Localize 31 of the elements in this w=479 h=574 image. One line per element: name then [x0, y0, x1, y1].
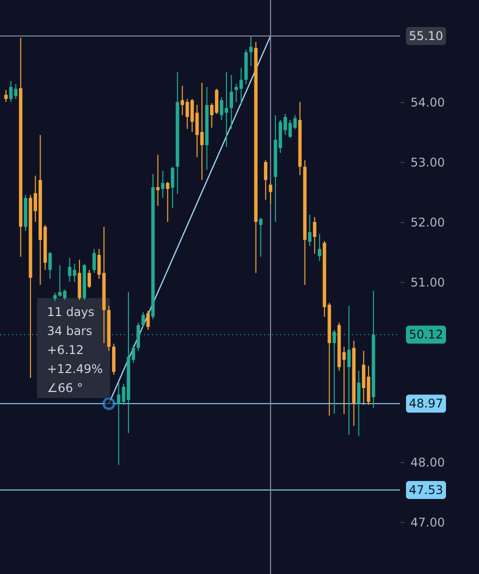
- ref-line-label: 48.97: [408, 396, 444, 411]
- y-tick-label: 51.00: [410, 275, 445, 290]
- ref-line-label: 55.10: [408, 28, 444, 43]
- candlestick: [264, 160, 268, 200]
- candlestick: [230, 74, 234, 130]
- candlestick: [146, 310, 150, 330]
- candlestick: [259, 217, 262, 258]
- annotation: +12.49%: [47, 362, 103, 376]
- annotation: +6.12: [47, 343, 84, 357]
- candlestick: [48, 251, 52, 280]
- candlestick: [92, 248, 96, 274]
- candlestick: [166, 181, 170, 222]
- y-tick-label: 48.00: [410, 455, 445, 470]
- candlestick: [161, 170, 164, 198]
- candlestick: [312, 216, 316, 254]
- candlestick: [88, 269, 91, 288]
- annotation: 34 bars: [47, 324, 92, 338]
- annotation: ∠66 °: [47, 381, 83, 395]
- ref-line-label: 47.53: [408, 483, 444, 498]
- candlestick: [268, 182, 272, 204]
- y-tick-label: 52.00: [410, 215, 445, 230]
- y-tick-label: 54.00: [410, 95, 445, 110]
- candlestick: [308, 214, 312, 246]
- annotation: 11 days: [47, 305, 94, 319]
- y-tick-label: 53.00: [410, 155, 445, 170]
- candlestick: [357, 370, 360, 437]
- ref-line-label: 50.12: [408, 328, 444, 342]
- candlestick: [156, 154, 160, 206]
- candlestick: [141, 311, 145, 328]
- y-tick-label: 47.00: [410, 515, 445, 530]
- candlestick: [170, 166, 174, 209]
